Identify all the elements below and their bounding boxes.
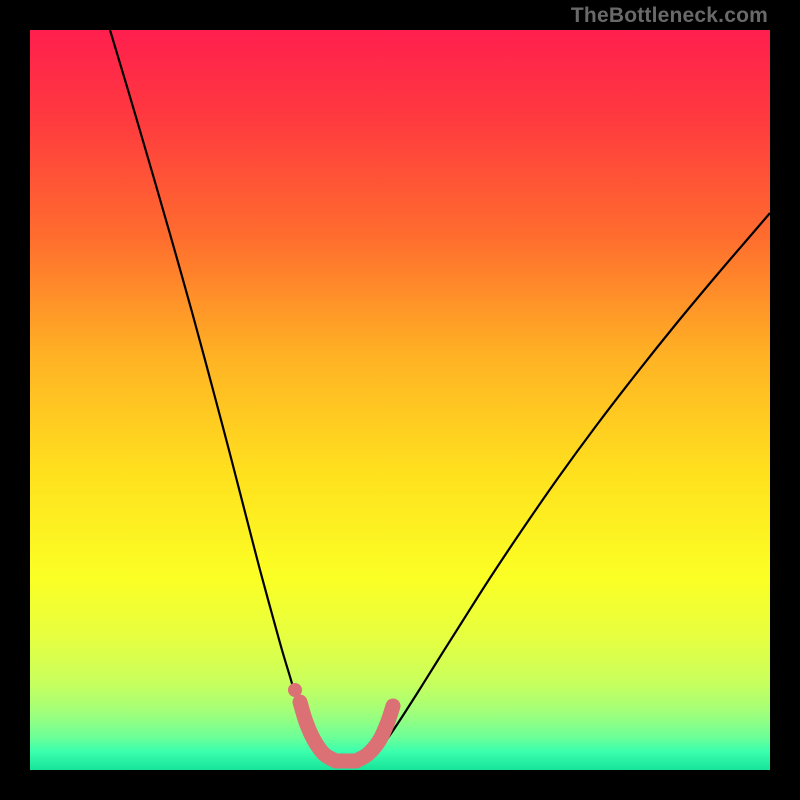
plot-area xyxy=(30,30,770,770)
watermark-text: TheBottleneck.com xyxy=(571,4,768,28)
gradient-background xyxy=(30,30,770,770)
